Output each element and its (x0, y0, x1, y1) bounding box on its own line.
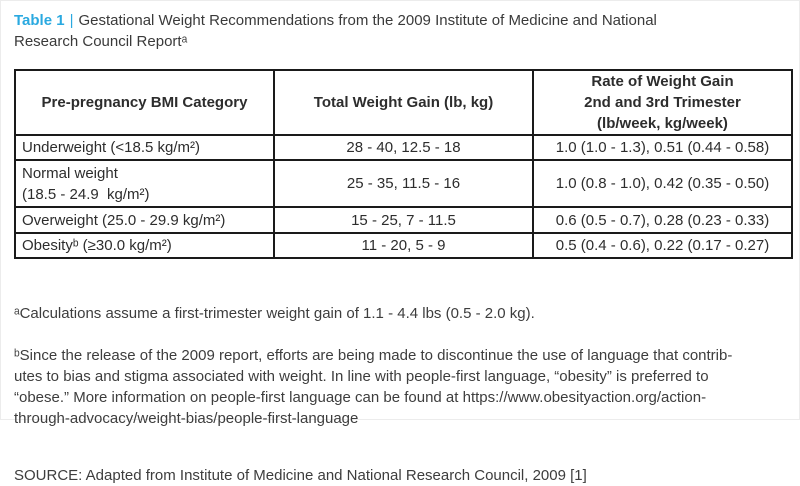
table-header: Pre-pregnancy BMI Category Total Weight … (14, 69, 793, 136)
gestational-weight-table: Pre-pregnancy BMI Category Total Weight … (14, 69, 793, 259)
cell-category: Normal weight (18.5 - 24.9 kg/m²) (14, 159, 275, 208)
cell-rate: 1.0 (1.0 - 1.3), 0.51 (0.44 - 0.58) (532, 134, 793, 161)
column-header-total-weight-gain: Total Weight Gain (lb, kg) (273, 69, 534, 136)
cell-rate: 0.6 (0.5 - 0.7), 0.28 (0.23 - 0.33) (532, 206, 793, 234)
header-row: Pre-pregnancy BMI Category Total Weight … (14, 69, 793, 136)
footnotes-block: ᵃCalculations assume a first-trimester w… (14, 282, 788, 450)
table-row-overweight: Overweight (25.0 - 29.9 kg/m²) 15 - 25, … (14, 206, 793, 234)
footnote-a: ᵃCalculations assume a first-trimester w… (14, 305, 535, 322)
cell-category: Overweight (25.0 - 29.9 kg/m²) (14, 206, 275, 234)
cell-rate: 1.0 (0.8 - 1.0), 0.42 (0.35 - 0.50) (532, 159, 793, 208)
cell-total-gain: 15 - 25, 7 - 11.5 (273, 206, 534, 234)
cell-category: Obesityᵇ (≥30.0 kg/m²) (14, 232, 275, 259)
caption-separator: | (69, 12, 74, 29)
table-row-obesity: Obesityᵇ (≥30.0 kg/m²) 11 - 20, 5 - 9 0.… (14, 232, 793, 259)
table-number-label: Table 1 (14, 12, 65, 29)
table-row-underweight: Underweight (<18.5 kg/m²) 28 - 40, 12.5 … (14, 134, 793, 161)
caption-text: Gestational Weight Recommendations from … (14, 12, 657, 50)
footnote-b: ᵇSince the release of the 2009 report, e… (14, 347, 733, 427)
column-header-rate-of-gain: Rate of Weight Gain 2nd and 3rd Trimeste… (532, 69, 793, 136)
table-row-normal-weight: Normal weight (18.5 - 24.9 kg/m²) 25 - 3… (14, 159, 793, 208)
table-caption: Table 1 | Gestational Weight Recommendatio… (14, 10, 788, 52)
cell-total-gain: 28 - 40, 12.5 - 18 (273, 134, 534, 161)
source-line: SOURCE: Adapted from Institute of Medici… (14, 467, 587, 484)
cell-total-gain: 11 - 20, 5 - 9 (273, 232, 534, 259)
cell-category: Underweight (<18.5 kg/m²) (14, 134, 275, 161)
cell-rate: 0.5 (0.4 - 0.6), 0.22 (0.17 - 0.27) (532, 232, 793, 259)
column-header-bmi-category: Pre-pregnancy BMI Category (14, 69, 275, 136)
cell-total-gain: 25 - 35, 11.5 - 16 (273, 159, 534, 208)
